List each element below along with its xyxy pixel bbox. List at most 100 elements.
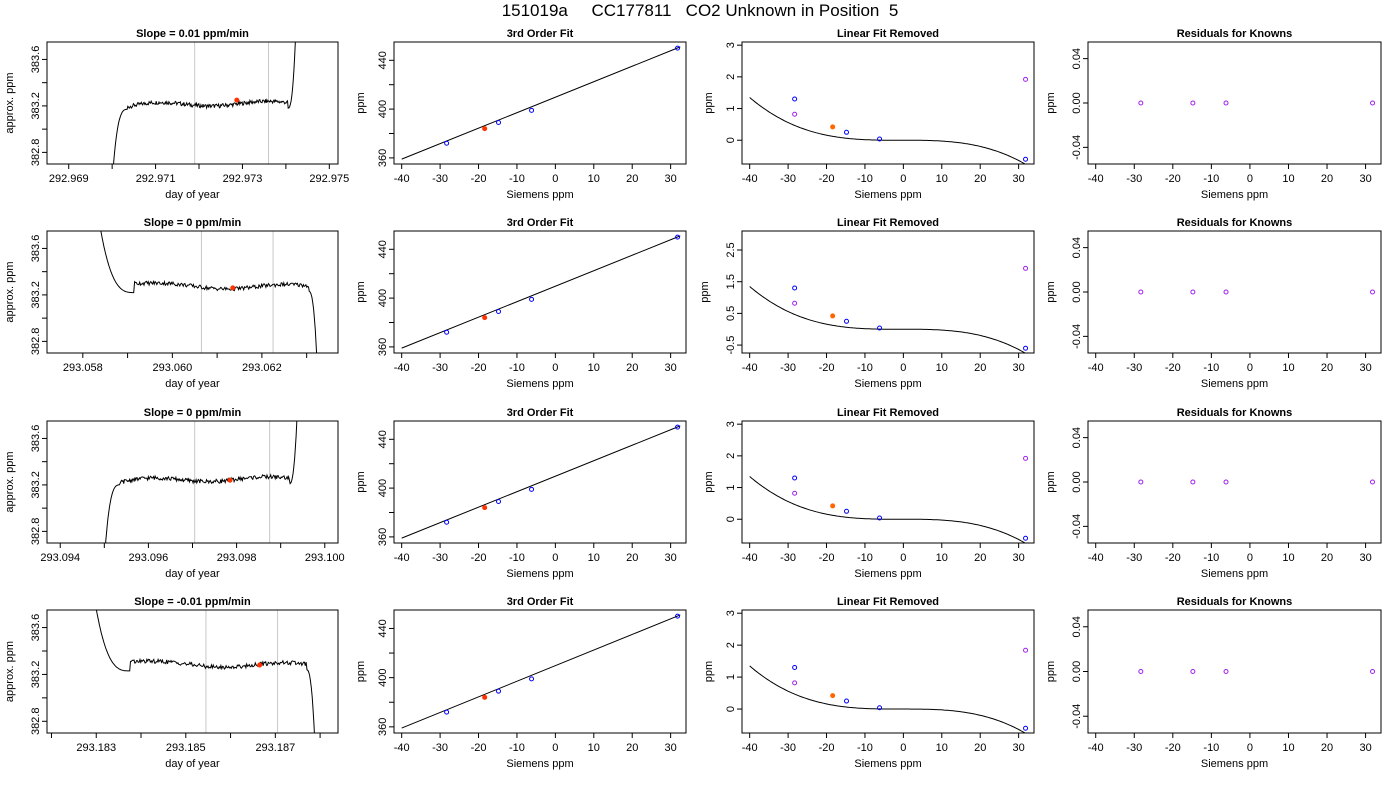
x-tick-label: 20 xyxy=(626,742,638,754)
plot-frame xyxy=(393,230,687,354)
known-point xyxy=(792,665,798,671)
x-axis-label: Siemens ppm xyxy=(854,378,921,390)
plot-frame xyxy=(1087,230,1382,354)
known-point xyxy=(844,698,850,704)
y-tick-label: 360 xyxy=(377,718,389,736)
y-axis-label: ppm xyxy=(1045,471,1057,492)
residual-curve xyxy=(749,665,1027,733)
y-tick-label: -0.04 xyxy=(1071,704,1083,729)
y-tick-label: 383.6 xyxy=(30,235,42,263)
known-point xyxy=(1023,345,1029,351)
x-tick-label: -40 xyxy=(394,742,410,754)
x-tick-label: 293.062 xyxy=(242,362,282,374)
residual-point xyxy=(1223,479,1229,485)
known-point xyxy=(1023,535,1029,541)
x-tick-label: 30 xyxy=(665,742,677,754)
ppm-trace xyxy=(113,42,296,164)
x-tick-label: -30 xyxy=(780,552,796,564)
x-tick-label: -30 xyxy=(432,552,448,564)
subplot-r4-c1: Slope = -0.01 ppm/min 293.183 293.185 293.1… xyxy=(4,596,339,770)
x-tick-label: -40 xyxy=(1088,552,1104,564)
y-tick-label: 360 xyxy=(377,528,389,546)
x-tick-label: -40 xyxy=(1088,173,1104,185)
x-tick-label: 30 xyxy=(1013,362,1025,374)
plot-frame xyxy=(741,609,1035,734)
subplot-title: Slope = -0.01 ppm/min xyxy=(134,596,251,608)
x-tick-label: 0 xyxy=(900,742,906,754)
y-tick-label: 383.2 xyxy=(30,661,42,689)
subplot-r1-c2: 3rd Order Fit -40 -30 -20 -10 0 10 20 30 360 400 44… xyxy=(355,28,687,201)
subplot-r2-c1: Slope = 0 ppm/min 293.058 293.060 293.062 38… xyxy=(4,217,339,390)
average-marker xyxy=(227,477,233,483)
plot-data xyxy=(749,265,1029,353)
y-axis-label: ppm xyxy=(355,661,367,682)
x-tick-label: 0 xyxy=(552,552,558,564)
subplot-title: Linear Fit Removed xyxy=(837,407,939,419)
y-axis-label: ppm xyxy=(355,471,367,492)
subplot-title: 3rd Order Fit xyxy=(507,596,574,608)
x-tick-label: 292.973 xyxy=(223,173,263,185)
y-tick-label: 0.00 xyxy=(1071,471,1083,492)
known-point xyxy=(792,285,798,291)
removed-point xyxy=(1023,76,1029,82)
subplot-title: Residuals for Knowns xyxy=(1177,596,1293,608)
removed-point xyxy=(792,680,798,686)
known-point xyxy=(496,120,502,126)
plot-data xyxy=(749,76,1029,164)
y-tick-label: 383.2 xyxy=(30,92,42,120)
removed-point xyxy=(1023,265,1029,271)
y-tick-label: 382.8 xyxy=(30,518,42,546)
x-tick-label: 20 xyxy=(626,173,638,185)
x-tick-label: -40 xyxy=(1088,362,1104,374)
x-tick-label: -40 xyxy=(394,362,410,374)
plot-data xyxy=(401,613,681,729)
x-tick-label: 20 xyxy=(974,173,986,185)
x-axis-label: Siemens ppm xyxy=(506,758,573,770)
y-tick-label: 1 xyxy=(725,674,737,680)
x-tick-label: -30 xyxy=(1126,552,1142,564)
residual-point xyxy=(1190,669,1196,674)
x-axis-label: Siemens ppm xyxy=(854,568,921,580)
x-tick-label: -20 xyxy=(1165,362,1181,374)
unknown-point xyxy=(482,694,488,700)
x-tick-label: 293.100 xyxy=(305,552,345,564)
x-tick-label: 293.060 xyxy=(152,362,192,374)
x-tick-label: 20 xyxy=(974,362,986,374)
ppm-trace xyxy=(95,610,315,733)
y-tick-label: 400 xyxy=(377,479,389,497)
y-tick-label: 383.6 xyxy=(30,425,42,453)
y-tick-label: 0.00 xyxy=(1071,92,1083,113)
x-tick-label: -10 xyxy=(857,173,873,185)
plot-data xyxy=(105,421,298,543)
x-axis-label: Siemens ppm xyxy=(506,378,573,390)
plot-data xyxy=(749,647,1029,733)
x-tick-label: 20 xyxy=(1321,552,1333,564)
y-tick-label: 400 xyxy=(377,668,389,686)
x-tick-label: 30 xyxy=(1359,362,1371,374)
y-tick-label: 382.8 xyxy=(30,708,42,736)
plot-data xyxy=(113,42,296,164)
known-point xyxy=(529,107,535,113)
x-tick-label: -20 xyxy=(819,173,835,185)
y-tick-label: 360 xyxy=(377,338,389,356)
x-tick-label: -10 xyxy=(1203,362,1219,374)
x-tick-label: -10 xyxy=(857,362,873,374)
y-tick-label: 360 xyxy=(377,149,389,167)
x-tick-label: -40 xyxy=(742,742,758,754)
x-tick-label: 10 xyxy=(1282,552,1294,564)
x-axis-label: day of year xyxy=(165,568,220,580)
fit-line xyxy=(401,425,681,539)
subplot-r4-c2: 3rd Order Fit -40 -30 -20 -10 0 10 20 30 360 400 44… xyxy=(355,596,687,770)
known-point xyxy=(792,475,798,481)
x-tick-label: -30 xyxy=(1126,173,1142,185)
y-tick-label: 0.04 xyxy=(1071,237,1083,258)
subplot-title: Slope = 0.01 ppm/min xyxy=(136,28,249,40)
x-tick-label: 10 xyxy=(588,173,600,185)
subplot-title: Slope = 0 ppm/min xyxy=(144,217,242,229)
residual-point xyxy=(1190,289,1196,295)
x-tick-label: 20 xyxy=(1321,362,1333,374)
x-tick-label: 293.098 xyxy=(217,552,257,564)
x-tick-label: -40 xyxy=(742,552,758,564)
known-point xyxy=(877,136,883,142)
